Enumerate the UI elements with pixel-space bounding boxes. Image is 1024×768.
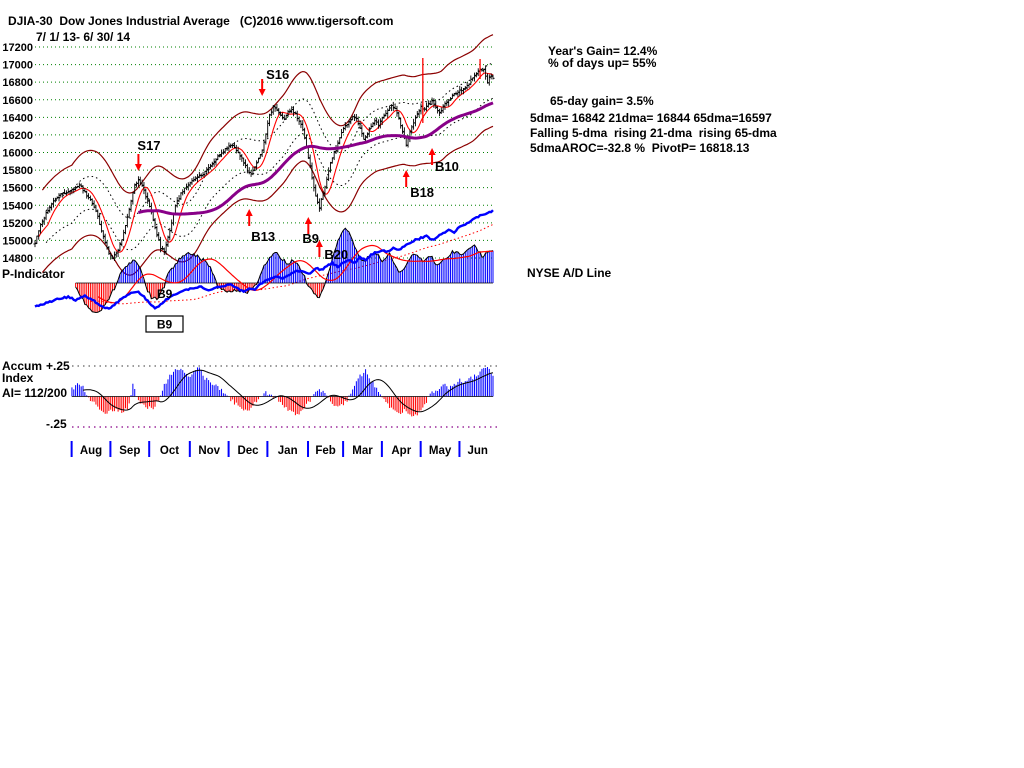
accum-plus-label: +.25 (46, 359, 70, 373)
svg-text:15000: 15000 (2, 235, 33, 247)
svg-text:15200: 15200 (2, 218, 33, 230)
p-indicator-ma-line (97, 244, 493, 304)
svg-text:Feb: Feb (315, 445, 335, 457)
svg-text:Sep: Sep (119, 445, 140, 457)
ai-value-label: AI= 112/200 (2, 386, 68, 400)
accum-minus-label: -.25 (46, 417, 67, 431)
svg-text:15400: 15400 (2, 200, 33, 212)
svg-text:Nov: Nov (198, 445, 220, 457)
svg-text:Jun: Jun (467, 445, 487, 457)
svg-text:16200: 16200 (2, 130, 33, 142)
svg-text:16800: 16800 (2, 77, 33, 89)
index-label: Index (2, 371, 34, 385)
years-gain-stat: Year's Gain= 12.4% (548, 44, 658, 58)
ma-65-line (138, 101, 494, 216)
aroc-pivot-stat: 5dmaAROC=-32.8 % PivotP= 16818.13 (530, 141, 750, 155)
dma-values-stat: 5dma= 16842 21dma= 16844 65dma=16597 (530, 111, 772, 125)
month-axis: Aug Sep Oct Nov Dec Jan Feb Mar Apr May Jun (70, 441, 488, 457)
svg-text:B9: B9 (157, 287, 173, 301)
dma-trends-stat: Falling 5-dma rising 21-dma rising 65-dm… (530, 126, 777, 140)
svg-text:Oct: Oct (160, 445, 179, 457)
accum-label: Accum (2, 359, 43, 373)
date-range: 7/ 1/ 13- 6/ 30/ 14 (36, 30, 131, 44)
svg-text:B20: B20 (324, 247, 348, 262)
svg-text:B9: B9 (302, 231, 319, 246)
svg-text:16400: 16400 (2, 112, 33, 124)
accum-index-panel (71, 365, 497, 428)
days-up-stat: % of days up= 55% (548, 56, 657, 70)
price-y-axis-labels: 17200 17000 16800 16600 16400 16200 16000 15800… (2, 42, 33, 265)
svg-text:B9: B9 (157, 318, 173, 332)
boxed-signal-label: B9 (145, 315, 184, 333)
svg-text:16000: 16000 (2, 148, 33, 160)
svg-text:May: May (429, 445, 452, 457)
svg-text:Dec: Dec (237, 445, 259, 457)
svg-text:B10: B10 (435, 159, 459, 174)
gain-65day-stat: 65-day gain= 3.5% (550, 94, 654, 108)
svg-text:17200: 17200 (2, 42, 33, 54)
nyse-ad-line (34, 209, 494, 310)
svg-text:S16: S16 (266, 67, 289, 82)
svg-text:S17: S17 (137, 138, 160, 153)
svg-text:B13: B13 (251, 229, 275, 244)
svg-text:14800: 14800 (2, 253, 33, 265)
svg-text:16600: 16600 (2, 95, 33, 107)
svg-text:17000: 17000 (2, 60, 33, 72)
red-spike-marks (422, 58, 481, 123)
svg-text:15600: 15600 (2, 183, 33, 195)
p-indicator-label: P-Indicator (2, 267, 65, 281)
svg-text:Aug: Aug (80, 445, 102, 457)
svg-text:15800: 15800 (2, 165, 33, 177)
svg-text:Jan: Jan (278, 445, 298, 457)
chart-title: DJIA-30 Dow Jones Industrial Average (C)… (8, 14, 394, 28)
svg-text:B18: B18 (410, 185, 434, 200)
svg-text:Apr: Apr (391, 445, 411, 457)
nyse-ad-line-label: NYSE A/D Line (527, 266, 612, 280)
svg-text:Mar: Mar (352, 445, 373, 457)
